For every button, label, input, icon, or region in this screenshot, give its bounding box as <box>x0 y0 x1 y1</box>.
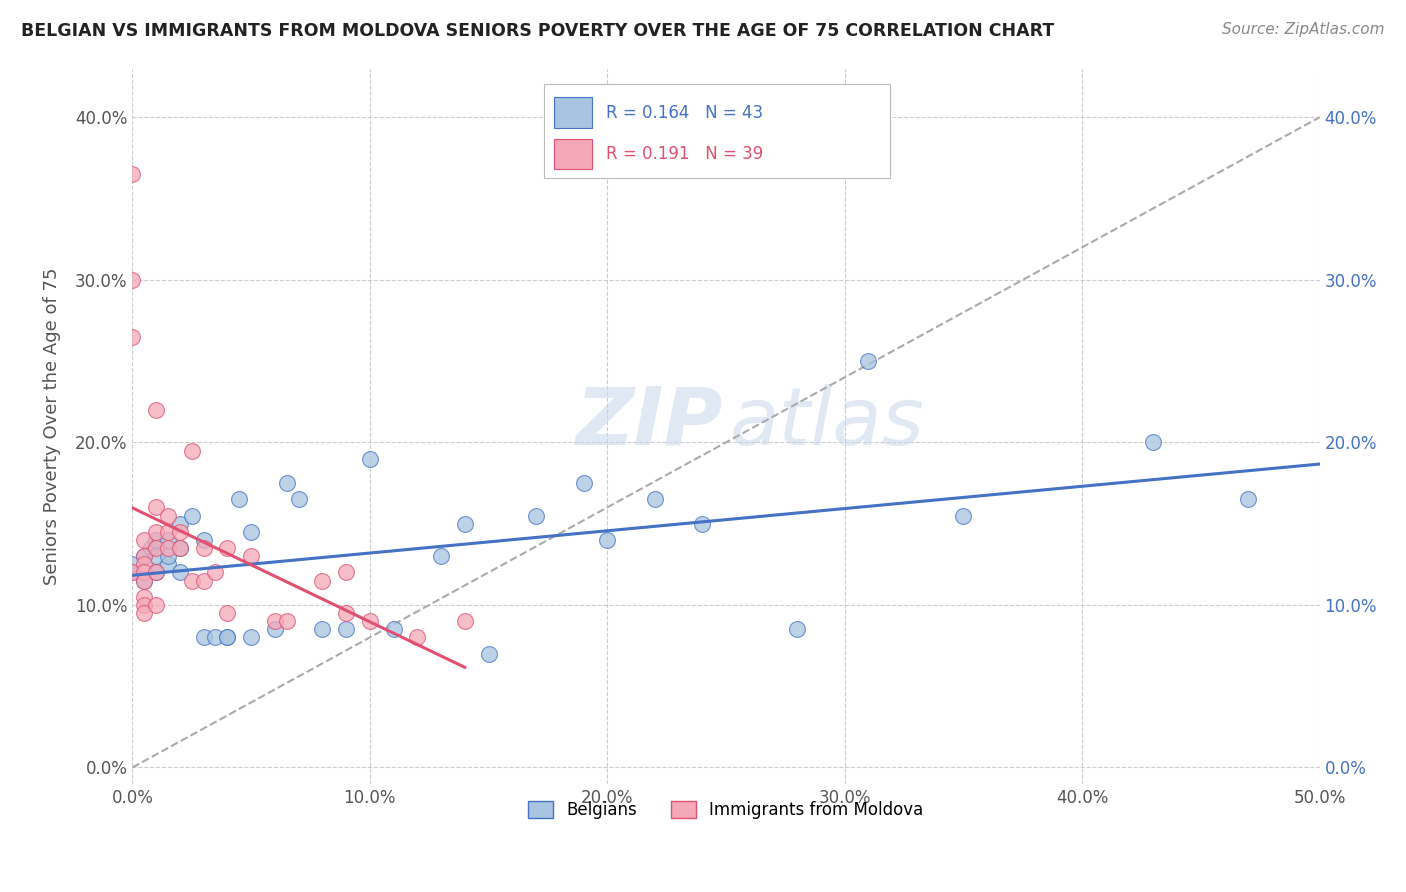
Point <box>121 329 143 343</box>
Point <box>276 476 298 491</box>
Point <box>276 614 298 628</box>
Legend: Belgians, Immigrants from Moldova: Belgians, Immigrants from Moldova <box>522 794 931 825</box>
Point <box>228 492 250 507</box>
Point <box>121 566 143 580</box>
Point <box>145 566 167 580</box>
Point <box>359 451 381 466</box>
Point <box>477 647 499 661</box>
Text: R = 0.164   N = 43: R = 0.164 N = 43 <box>606 103 763 121</box>
Point <box>145 541 167 555</box>
Point <box>240 524 263 539</box>
Text: BELGIAN VS IMMIGRANTS FROM MOLDOVA SENIORS POVERTY OVER THE AGE OF 75 CORRELATIO: BELGIAN VS IMMIGRANTS FROM MOLDOVA SENIO… <box>21 22 1054 40</box>
Point <box>263 614 285 628</box>
Point <box>406 631 429 645</box>
Point <box>145 533 167 547</box>
Point <box>134 606 156 620</box>
Point <box>156 533 179 547</box>
Point <box>145 500 167 515</box>
Text: ZIP: ZIP <box>575 384 723 461</box>
Point <box>217 606 239 620</box>
Point <box>169 566 191 580</box>
Point <box>180 443 202 458</box>
Y-axis label: Seniors Poverty Over the Age of 75: Seniors Poverty Over the Age of 75 <box>44 268 60 585</box>
Point <box>134 549 156 564</box>
Point <box>169 541 191 555</box>
Point <box>134 566 156 580</box>
Point <box>169 524 191 539</box>
Point <box>121 566 143 580</box>
Point <box>134 574 156 588</box>
Point <box>193 541 215 555</box>
Point <box>180 508 202 523</box>
Point <box>382 623 405 637</box>
Point <box>311 623 333 637</box>
Point <box>596 533 619 547</box>
Point <box>121 273 143 287</box>
Point <box>524 508 547 523</box>
Point <box>145 549 167 564</box>
Point <box>204 631 226 645</box>
Point <box>204 566 226 580</box>
Point <box>134 549 156 564</box>
Point <box>134 558 156 572</box>
Point <box>217 541 239 555</box>
Point <box>287 492 309 507</box>
Point <box>335 606 357 620</box>
Point <box>311 574 333 588</box>
Point <box>145 524 167 539</box>
Text: Source: ZipAtlas.com: Source: ZipAtlas.com <box>1222 22 1385 37</box>
Point <box>454 614 477 628</box>
Point <box>156 549 179 564</box>
Point <box>644 492 666 507</box>
Point <box>1142 435 1164 450</box>
Point <box>359 614 381 628</box>
Point <box>134 533 156 547</box>
Point <box>240 631 263 645</box>
Point <box>217 631 239 645</box>
Point <box>180 574 202 588</box>
Point <box>169 541 191 555</box>
Point <box>572 476 595 491</box>
Point <box>858 354 880 368</box>
Point <box>193 574 215 588</box>
Point <box>690 516 713 531</box>
Point <box>156 541 179 555</box>
Point <box>141 541 163 555</box>
Text: atlas: atlas <box>730 384 924 461</box>
Point <box>145 402 167 417</box>
Point <box>240 549 263 564</box>
Point <box>335 623 357 637</box>
Point <box>121 558 143 572</box>
Point <box>121 167 143 181</box>
Point <box>430 549 453 564</box>
Point <box>1237 492 1260 507</box>
FancyBboxPatch shape <box>544 84 890 178</box>
Point <box>193 533 215 547</box>
Point <box>145 598 167 612</box>
FancyBboxPatch shape <box>554 97 592 128</box>
Point <box>217 631 239 645</box>
Point <box>335 566 357 580</box>
FancyBboxPatch shape <box>554 138 592 169</box>
Point <box>145 566 167 580</box>
Text: R = 0.191   N = 39: R = 0.191 N = 39 <box>606 145 763 162</box>
Point <box>156 558 179 572</box>
Point <box>134 598 156 612</box>
Point <box>156 524 179 539</box>
Point <box>263 623 285 637</box>
Point <box>134 574 156 588</box>
Point <box>156 508 179 523</box>
Point <box>169 516 191 531</box>
Point <box>786 623 808 637</box>
Point <box>193 631 215 645</box>
Point <box>134 590 156 604</box>
Point <box>454 516 477 531</box>
Point <box>952 508 974 523</box>
